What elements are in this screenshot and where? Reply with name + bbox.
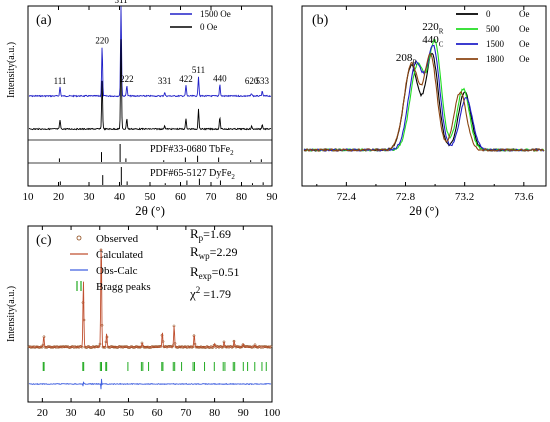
legend-swatch <box>76 235 82 241</box>
x-tick-label: 70 <box>180 407 192 419</box>
obs-calc-line <box>28 378 272 390</box>
legend-label: 1500 <box>486 39 505 49</box>
calculated-line <box>29 249 271 348</box>
legend-label: 1500 Oe <box>200 9 231 19</box>
observed-points <box>27 248 273 349</box>
panel-c: Observed Calculated Obs-Calc Bragg peaks Rp=… <box>6 225 281 419</box>
plot-frame <box>301 5 547 187</box>
observed-point <box>97 345 101 348</box>
legend-label: Bragg peaks <box>96 281 151 293</box>
legend-label: 500 <box>486 24 500 34</box>
x-tick-label: 72.4 <box>337 191 357 203</box>
x-tick-label: 90 <box>267 191 279 203</box>
legend-label: Obs-Calc <box>96 265 138 277</box>
x-tick-label: 50 <box>123 407 135 419</box>
legend-unit: Oe <box>519 24 530 34</box>
x-tick-label: 73.2 <box>455 191 474 203</box>
legend-unit: Oe <box>519 54 530 64</box>
observed-point <box>203 346 207 349</box>
legend-label: 0 Oe <box>200 22 217 32</box>
trace-0oe <box>28 39 272 131</box>
legend-label: 0 <box>486 9 491 19</box>
panel-label: (b) <box>312 13 329 28</box>
peak-label: 511 <box>192 65 205 75</box>
plot-frame <box>27 225 273 403</box>
legend-label: Observed <box>96 233 139 245</box>
peak-label: 220 <box>95 36 109 46</box>
peak-label: 440 <box>213 73 227 83</box>
x-tick-label: 20 <box>37 407 49 419</box>
fit-statistic: Rexp=0.51 <box>190 264 239 281</box>
x-axis-label: 2θ (°) <box>409 203 439 218</box>
x-tick-label: 100 <box>264 407 281 419</box>
legend-label: 1800 <box>486 54 505 64</box>
legend-unit: Oe <box>519 9 530 19</box>
peak-label: 311 <box>114 0 127 5</box>
peak-annotation: 220R <box>422 21 444 35</box>
peak-label: 620 <box>245 76 259 86</box>
y-axis-label: Intensity(a.u.) <box>6 42 17 98</box>
x-tick-label: 20 <box>53 191 65 203</box>
peak-label: 422 <box>179 74 193 84</box>
peak-label: 331 <box>158 76 172 86</box>
peak-annotation: 208R <box>396 52 418 66</box>
legend-unit: Oe <box>519 39 530 49</box>
observed-point <box>269 345 273 348</box>
fit-statistic: Rwp=2.29 <box>190 244 237 261</box>
reference-label: PDF#65-5127 DyFe2 <box>150 168 235 181</box>
fit-statistic: Rp=1.69 <box>190 226 231 243</box>
x-tick-label: 90 <box>238 407 250 419</box>
x-tick-label: 70 <box>206 191 218 203</box>
y-axis-label: Intensity(a.u.) <box>6 286 17 342</box>
trace-1500-oe <box>303 44 545 152</box>
x-tick-label: 60 <box>152 407 164 419</box>
reference-label: PDF#33-0680 TbFe2 <box>150 144 234 157</box>
trace-1800-oe <box>303 52 545 153</box>
x-tick-label: 40 <box>94 407 106 419</box>
x-tick-label: 80 <box>209 407 221 419</box>
peak-label: 222 <box>120 74 134 84</box>
trace-500-oe <box>303 38 545 153</box>
x-tick-label: 30 <box>84 191 96 203</box>
trace-0-oe <box>303 52 545 153</box>
peak-label: 111 <box>54 76 67 86</box>
panel-label: (c) <box>36 233 52 248</box>
trace-1500oe <box>28 6 271 98</box>
x-tick-label: 10 <box>23 191 35 203</box>
x-axis-label: 2θ (°) <box>135 203 165 218</box>
panel-label: (a) <box>36 13 52 28</box>
x-tick-label: 50 <box>145 191 157 203</box>
x-tick-label: 72.8 <box>396 191 416 203</box>
peak-annotation: 440C <box>422 34 444 48</box>
legend-label: Calculated <box>96 249 144 261</box>
x-tick-label: 80 <box>236 191 248 203</box>
x-tick-label: 30 <box>66 407 78 419</box>
x-tick-label: 60 <box>175 191 187 203</box>
fit-statistic: χ2 =1.79 <box>189 285 231 301</box>
peak-label: 533 <box>255 76 269 86</box>
x-tick-label: 73.6 <box>514 191 534 203</box>
x-tick-label: 40 <box>114 191 126 203</box>
